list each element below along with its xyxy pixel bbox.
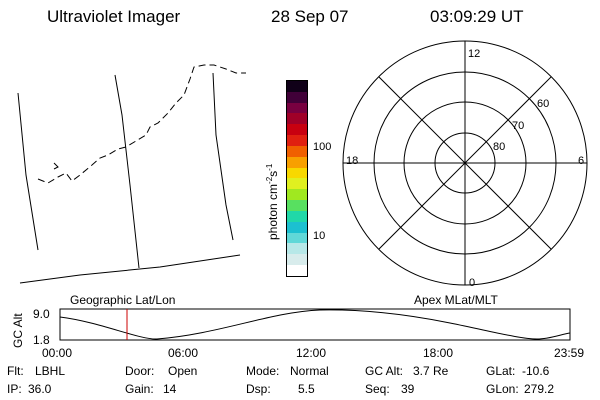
altitude-ylabel: GC Alt bbox=[11, 313, 25, 348]
altitude-xtick-0000: 00:00 bbox=[42, 346, 73, 360]
altitude-xtick-1800: 18:00 bbox=[423, 346, 454, 360]
altitude-plot: GC Alt 9.0 1.8 bbox=[11, 307, 571, 348]
colorbar-swatch bbox=[287, 113, 307, 125]
altitude-ytick-bottom: 1.8 bbox=[33, 333, 50, 347]
footer-gain-value: 14 bbox=[163, 382, 177, 396]
coastline-detail bbox=[53, 162, 59, 170]
map-longitude-line bbox=[212, 72, 234, 241]
map-latitude-line bbox=[19, 254, 241, 284]
footer-door-key: Door: bbox=[125, 364, 155, 378]
colorbar-swatch bbox=[287, 178, 307, 190]
colorbar-swatch bbox=[287, 265, 307, 276]
colorbar bbox=[286, 80, 308, 277]
lat-label-60: 60 bbox=[537, 98, 550, 110]
colorbar-swatch bbox=[287, 145, 307, 157]
footer-glat-value: -10.6 bbox=[522, 364, 550, 378]
footer-glon-value: 279.2 bbox=[524, 382, 555, 396]
footer-dsp-key: Dsp: bbox=[246, 382, 271, 396]
footer-flt-key: Flt: bbox=[7, 364, 24, 378]
map-longitude-line bbox=[114, 74, 140, 269]
mlt-label-12: 12 bbox=[468, 48, 481, 60]
colorbar-swatch bbox=[287, 135, 307, 146]
geographic-map bbox=[17, 64, 246, 284]
footer-ip-key: IP: bbox=[7, 382, 22, 396]
colorbar-swatch bbox=[287, 200, 307, 211]
footer-gcalt-key: GC Alt: bbox=[365, 364, 404, 378]
colorbar-swatch bbox=[287, 189, 307, 201]
map-label: Geographic Lat/Lon bbox=[70, 293, 176, 307]
colorbar-swatch bbox=[287, 102, 307, 114]
colorbar-swatch bbox=[287, 232, 307, 244]
footer-flt-value: LBHL bbox=[35, 364, 66, 378]
date-label: 28 Sep 07 bbox=[271, 7, 349, 26]
map-longitude-line bbox=[17, 92, 39, 251]
footer-seq-key: Seq: bbox=[365, 382, 390, 396]
footer-mode-key: Mode: bbox=[246, 364, 280, 378]
colorbar-swatch bbox=[287, 254, 307, 266]
colorbar-swatch bbox=[287, 243, 307, 255]
altitude-xtick-1200: 12:00 bbox=[296, 346, 327, 360]
colorbar-swatch bbox=[287, 81, 307, 92]
colorbar-tick-10: 10 bbox=[313, 230, 326, 242]
mlt-label-6: 6 bbox=[578, 155, 585, 167]
altitude-ytick-top: 9.0 bbox=[33, 307, 50, 321]
colorbar-swatch bbox=[287, 124, 307, 136]
lat-label-80: 80 bbox=[493, 141, 506, 153]
colorbar-swatch bbox=[287, 156, 307, 168]
colorbar-swatch bbox=[287, 210, 307, 222]
footer-gain-key: Gain: bbox=[125, 382, 154, 396]
altitude-frame bbox=[59, 308, 571, 341]
colorbar-swatch bbox=[287, 167, 307, 179]
polar-label: Apex MLat/MLT bbox=[414, 293, 498, 307]
colorbar-tick-100: 100 bbox=[313, 141, 332, 153]
footer-gcalt-value: 3.7 Re bbox=[413, 364, 449, 378]
lat-label-70: 70 bbox=[512, 120, 525, 132]
colorbar-unit-text: photon cm-2s-1 bbox=[265, 163, 280, 240]
footer-dsp-value: 5.5 bbox=[298, 382, 315, 396]
footer-glat-key: GLat: bbox=[486, 364, 516, 378]
mlt-label-18: 18 bbox=[346, 155, 359, 167]
altitude-xtick-0600: 06:00 bbox=[168, 346, 199, 360]
colorbar-swatch bbox=[287, 91, 307, 103]
footer-ip-value: 36.0 bbox=[28, 382, 52, 396]
footer-glon-key: GLon: bbox=[486, 382, 519, 396]
polar-plot bbox=[342, 40, 588, 286]
altitude-xtick-2359: 23:59 bbox=[554, 346, 585, 360]
footer-door-value: Open bbox=[168, 364, 198, 378]
colorbar-swatch bbox=[287, 221, 307, 233]
footer-seq-value: 39 bbox=[401, 382, 415, 396]
colorbar-unit-label: photon cm-2s-1 bbox=[265, 163, 280, 240]
time-label: 03:09:29 UT bbox=[430, 7, 524, 26]
mlt-label-0: 0 bbox=[469, 277, 476, 289]
app-title: Ultraviolet Imager bbox=[47, 7, 181, 26]
coastline bbox=[37, 64, 246, 184]
altitude-curve bbox=[59, 309, 571, 340]
polar-diagonal bbox=[378, 76, 552, 250]
footer-mode-value: Normal bbox=[290, 364, 329, 378]
